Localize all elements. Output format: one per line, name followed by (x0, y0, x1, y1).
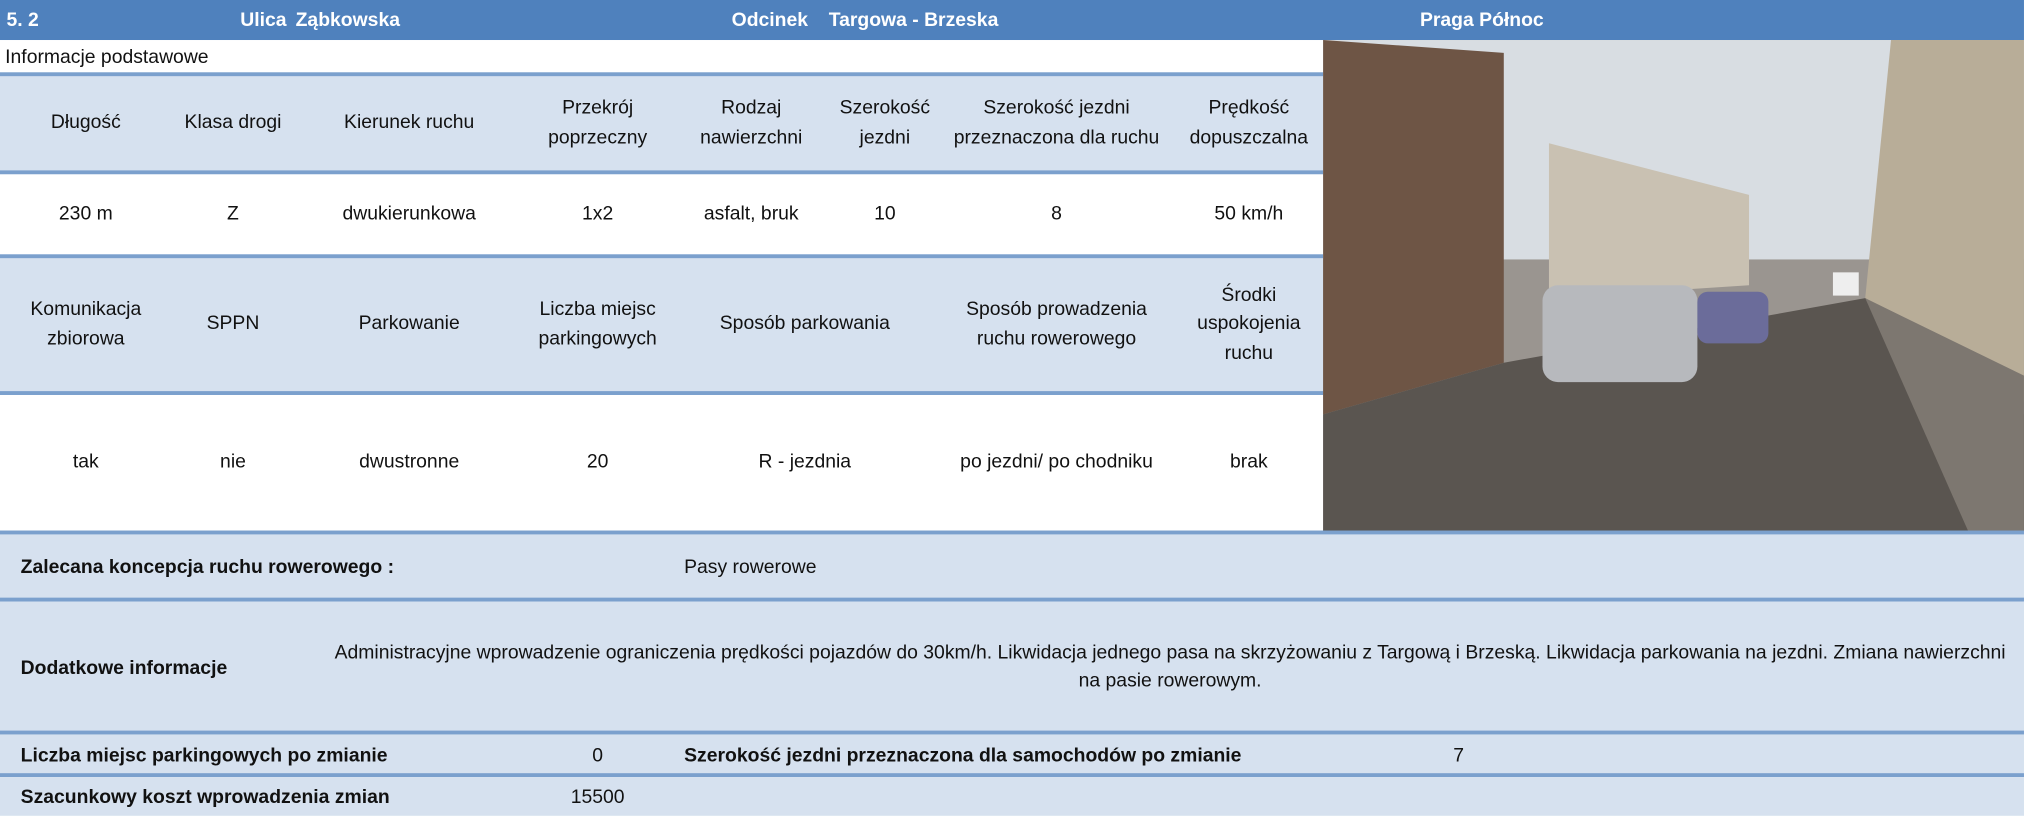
row (0, 531, 2024, 601)
parking-after-label: Liczba miejsc parkingowych po zmianie (20, 744, 388, 767)
column-header: Klasa drogi (184, 111, 282, 134)
cost-value: 15500 (570, 785, 625, 808)
rule (0, 391, 1324, 395)
column-header: Liczba miejsc parkingowych (538, 298, 657, 350)
cell: 10 (874, 202, 896, 225)
column-header: Rodzaj nawierzchni (700, 96, 803, 148)
street-photo (1323, 40, 2024, 532)
rule (0, 773, 2024, 778)
section-title: Informacje podstawowe (5, 45, 209, 68)
cell: 20 (586, 450, 609, 473)
column-header: Długość (50, 111, 121, 134)
cell: 230 m (58, 202, 113, 225)
column-header: Środki uspokojenia ruchu (1197, 283, 1301, 364)
number: 5. 2 (6, 9, 39, 31)
street: Ząbkowska (295, 9, 400, 31)
additional-label: Dodatkowe informacje (20, 656, 228, 679)
cell: 50 km/h (1214, 202, 1284, 225)
cell: po jezdni/ po chodniku (960, 450, 1153, 473)
rule (0, 170, 1324, 175)
column-header: SPPN (206, 312, 260, 335)
rule (0, 254, 1324, 259)
rule (0, 72, 1324, 77)
header-bar (0, 0, 2024, 41)
header-row (0, 73, 1324, 173)
rule (0, 730, 2024, 735)
cell: 1x2 (582, 202, 614, 225)
cell: brak (1230, 450, 1268, 473)
column-header: Szerokość jezdni przeznaczona dla ruchu (953, 96, 1160, 148)
cell: R - jezdnia (758, 450, 852, 473)
section: Targowa - Brzeska (828, 9, 999, 31)
cell: nie (220, 450, 246, 473)
cell: 8 (1051, 202, 1062, 225)
additional-text: Administracyjne wprowadzenie ograniczeni… (334, 640, 2006, 692)
cost-label: Szacunkowy koszt wprowadzenia zmian (20, 785, 390, 808)
street-label: Ulica (240, 9, 287, 31)
section-label: Odcinek (731, 9, 809, 31)
width-after-label: Szerokość jezdni przeznaczona dla samoch… (684, 744, 1242, 767)
column-header: Komunikacja zbiorowa (30, 298, 142, 350)
row (0, 601, 2024, 734)
column-header: Kierunek ruchu (344, 111, 475, 134)
column-header: Prędkość dopuszczalna (1189, 96, 1309, 148)
column-header: Sposób prowadzenia ruchu rowerowego (966, 298, 1147, 350)
recommendation-value: Pasy rowerowe (684, 555, 817, 578)
parking-after-value: 0 (592, 744, 604, 767)
recommendation-label: Zalecana koncepcja ruchu rowerowego : (20, 555, 395, 578)
district: Praga Północ (1419, 9, 1544, 31)
rule (0, 530, 2024, 535)
cell: dwukierunkowa (342, 202, 476, 225)
column-header: Przekrój poprzeczny (548, 96, 648, 148)
header-row (0, 255, 1324, 394)
cell: Z (227, 202, 239, 225)
column-header: Sposób parkowania (719, 312, 890, 335)
row (0, 777, 2024, 816)
column-header: Szerokość jezdni (839, 96, 931, 148)
column-header: Parkowanie (358, 312, 460, 335)
rule (0, 597, 2024, 602)
cell: dwustronne (359, 450, 460, 473)
width-after-value: 7 (1453, 744, 1464, 767)
cell: asfalt, bruk (703, 202, 799, 225)
cell: tak (72, 450, 99, 473)
row (0, 734, 2024, 776)
